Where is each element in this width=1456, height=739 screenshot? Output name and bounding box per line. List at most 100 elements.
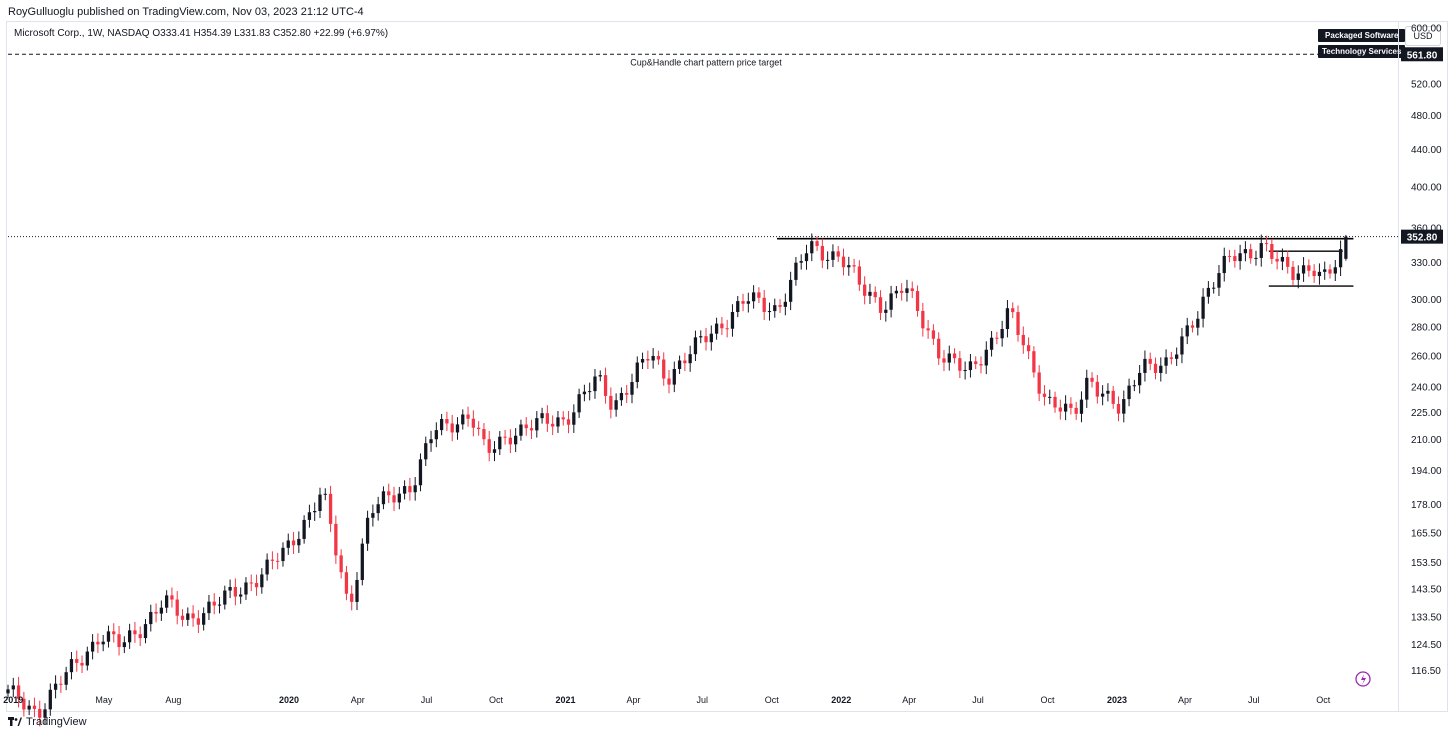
candle-down[interactable] — [995, 331, 999, 345]
candle-down[interactable] — [154, 603, 158, 623]
candle-down[interactable] — [815, 236, 819, 251]
candle-down[interactable] — [1275, 251, 1279, 270]
candle-down[interactable] — [212, 593, 216, 615]
candle-up[interactable] — [85, 646, 89, 671]
candle-up[interactable] — [677, 355, 682, 374]
candle-up[interactable] — [826, 251, 830, 270]
candle-down[interactable] — [667, 369, 671, 394]
candle-down[interactable] — [857, 260, 862, 291]
candle-up[interactable] — [455, 417, 460, 440]
candle-down[interactable] — [1307, 259, 1311, 277]
candle-up[interactable] — [1243, 241, 1248, 262]
candle-up[interactable] — [207, 594, 211, 621]
candle-up[interactable] — [223, 585, 227, 610]
candle-up[interactable] — [1217, 264, 1221, 296]
candle-down[interactable] — [1021, 326, 1025, 354]
candle-up[interactable] — [709, 325, 713, 351]
candle-up[interactable] — [371, 504, 375, 527]
candle-up[interactable] — [1164, 349, 1168, 374]
candle-up[interactable] — [1296, 265, 1300, 289]
candle-up[interactable] — [159, 600, 163, 621]
candle-up[interactable] — [963, 361, 967, 380]
candle-up[interactable] — [847, 256, 851, 276]
candle-down[interactable] — [117, 625, 121, 656]
candle-down[interactable] — [1233, 249, 1237, 268]
candle-up[interactable] — [540, 407, 544, 424]
candle-up[interactable] — [1259, 234, 1263, 267]
candle-down[interactable] — [836, 245, 840, 263]
candle-up[interactable] — [783, 293, 787, 316]
candle-up[interactable] — [984, 341, 988, 375]
candle-up[interactable] — [286, 533, 290, 555]
candle-down[interactable] — [291, 531, 296, 554]
candle-up[interactable] — [1079, 391, 1084, 423]
candle-down[interactable] — [878, 290, 883, 320]
candle-up[interactable] — [868, 283, 872, 304]
candle-up[interactable] — [397, 486, 401, 510]
candle-down[interactable] — [476, 421, 481, 436]
candle-up[interactable] — [376, 496, 380, 521]
candle-up[interactable] — [1333, 259, 1337, 282]
candle-down[interactable] — [852, 258, 856, 273]
sector-badge-packaged-software[interactable]: Packaged Software — [1318, 29, 1406, 42]
candle-up[interactable] — [693, 330, 698, 361]
candle-up[interactable] — [313, 502, 317, 521]
candle-up[interactable] — [424, 436, 428, 467]
candle-up[interactable] — [1048, 389, 1052, 405]
currency-selector[interactable]: USD — [1405, 26, 1441, 46]
candle-down[interactable] — [662, 352, 666, 386]
candle-down[interactable] — [1153, 357, 1158, 380]
candle-up[interactable] — [1238, 244, 1242, 270]
candle-up[interactable] — [90, 634, 95, 660]
candle-up[interactable] — [11, 677, 15, 698]
candle-down[interactable] — [1286, 250, 1290, 274]
candle-down[interactable] — [1095, 375, 1099, 404]
candle-up[interactable] — [1063, 395, 1068, 421]
candle-up[interactable] — [281, 542, 285, 567]
candle-down[interactable] — [757, 287, 761, 304]
candle-up[interactable] — [1122, 390, 1126, 423]
candle-down[interactable] — [561, 411, 565, 426]
candle-down[interactable] — [170, 587, 174, 608]
candle-up[interactable] — [947, 345, 951, 371]
lightning-icon-ring[interactable] — [1355, 671, 1371, 687]
candle-down[interactable] — [334, 515, 338, 564]
candle-up[interactable] — [1180, 327, 1184, 364]
candle-up[interactable] — [736, 296, 740, 318]
candle-down[interactable] — [609, 387, 613, 419]
candle-up[interactable] — [1280, 248, 1285, 271]
candle-up[interactable] — [884, 301, 888, 322]
candle-up[interactable] — [429, 430, 433, 452]
candle-down[interactable] — [566, 410, 571, 434]
candle-up[interactable] — [101, 634, 105, 652]
candle-up[interactable] — [651, 348, 655, 369]
candle-up[interactable] — [69, 651, 74, 680]
candle-up[interactable] — [894, 286, 899, 299]
candle-up[interactable] — [1222, 247, 1226, 282]
candle-up[interactable] — [1344, 234, 1348, 261]
candle-up[interactable] — [1338, 240, 1343, 277]
candle-down[interactable] — [1042, 385, 1047, 406]
candle-up[interactable] — [535, 411, 539, 438]
candle-down[interactable] — [1032, 346, 1036, 378]
candle-up[interactable] — [1100, 385, 1105, 406]
candle-down[interactable] — [339, 549, 343, 579]
candle-up[interactable] — [228, 579, 232, 599]
candle-up[interactable] — [418, 453, 423, 492]
candle-up[interactable] — [297, 531, 301, 553]
candle-up[interactable] — [239, 587, 243, 604]
candle-up[interactable] — [614, 393, 618, 417]
candle-up[interactable] — [714, 317, 719, 340]
candle-down[interactable] — [249, 574, 253, 592]
candle-up[interactable] — [355, 572, 359, 611]
candle-up[interactable] — [672, 361, 676, 393]
candle-up[interactable] — [1212, 282, 1216, 294]
candle-down[interactable] — [408, 477, 412, 501]
candle-down[interactable] — [910, 281, 914, 299]
candle-down[interactable] — [503, 429, 507, 445]
candle-up[interactable] — [1127, 378, 1131, 407]
candle-up[interactable] — [186, 607, 190, 626]
candle-down[interactable] — [22, 691, 26, 717]
candle-down[interactable] — [180, 609, 185, 627]
candle-up[interactable] — [799, 254, 803, 270]
